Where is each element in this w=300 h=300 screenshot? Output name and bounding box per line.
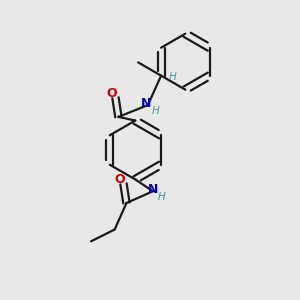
Text: N: N [141,97,152,110]
Text: H: H [169,72,176,82]
Text: N: N [148,183,158,196]
Text: H: H [158,191,166,202]
Text: H: H [151,106,159,116]
Text: O: O [115,173,125,186]
Text: O: O [106,87,117,100]
